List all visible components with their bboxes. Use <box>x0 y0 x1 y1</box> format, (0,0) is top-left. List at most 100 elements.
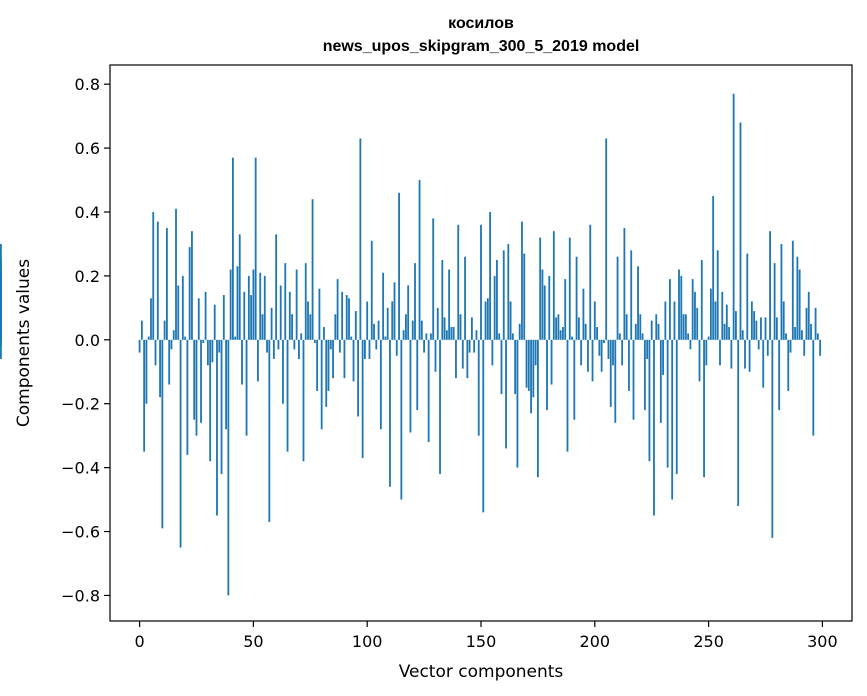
bar-142 <box>461 339 464 369</box>
bar-185 <box>559 330 562 340</box>
bar-125 <box>423 339 426 353</box>
bar-270 <box>753 311 756 340</box>
bar-53 <box>259 272 262 340</box>
bar-106 <box>379 339 382 430</box>
y-tick-label: 0.8 <box>75 75 100 94</box>
y-tick-label: −0.8 <box>61 586 100 605</box>
x-tick-label: 200 <box>580 632 611 651</box>
bar-261 <box>732 93 735 340</box>
bar-175 <box>536 339 539 478</box>
bar-56 <box>266 339 268 353</box>
bar-281 <box>778 339 781 411</box>
bar-57 <box>268 339 271 522</box>
bar-232 <box>666 339 669 468</box>
bar-155 <box>491 339 494 366</box>
x-axis-label: Vector components <box>399 662 564 682</box>
bar-200 <box>593 301 596 340</box>
bar-299 <box>819 339 822 356</box>
bar-181 <box>550 339 553 385</box>
x-tick-label: 50 <box>243 632 263 651</box>
bar-105 <box>377 320 380 340</box>
bar-206 <box>607 339 610 359</box>
bar-214 <box>625 314 628 340</box>
bar-196 <box>584 323 587 340</box>
bar-117 <box>404 314 407 340</box>
bar-116 <box>402 330 405 340</box>
bar-278 <box>771 339 774 538</box>
bar-231 <box>664 301 667 340</box>
bar-194 <box>580 339 583 366</box>
bar-276 <box>766 339 769 356</box>
bar-65 <box>286 339 289 452</box>
bar-280 <box>775 317 778 340</box>
bar-73 <box>304 263 307 340</box>
bar-242 <box>689 339 692 350</box>
bar-164 <box>511 333 514 340</box>
bar-47 <box>245 339 248 436</box>
bar-80 <box>320 339 323 430</box>
bar-83 <box>327 339 330 391</box>
bar-220 <box>639 314 642 340</box>
bar-81 <box>323 327 325 340</box>
bar-109 <box>386 307 389 340</box>
bar-191 <box>573 339 576 420</box>
bar-137 <box>450 327 453 340</box>
bar-157 <box>496 259 498 340</box>
bar-286 <box>789 339 792 353</box>
bar-138 <box>452 327 455 340</box>
bar-46 <box>243 291 246 340</box>
bar-226 <box>653 339 655 516</box>
bar-215 <box>628 339 630 391</box>
bar-210 <box>616 256 619 340</box>
bar-268 <box>748 339 751 372</box>
bar-39 <box>227 339 230 596</box>
bar-248 <box>703 339 705 478</box>
bar-154 <box>489 211 492 340</box>
bar-110 <box>389 339 391 487</box>
bar-7 <box>154 339 157 366</box>
bar-28 <box>202 339 205 343</box>
bar-43 <box>236 266 239 340</box>
bar-171 <box>527 339 530 391</box>
bar-55 <box>263 275 266 340</box>
bar-198 <box>589 224 592 340</box>
bar-103 <box>373 323 375 340</box>
bar-176 <box>539 237 542 340</box>
bar-153 <box>486 298 489 340</box>
bar-256 <box>721 291 724 340</box>
bar-31 <box>209 339 212 462</box>
bar-16 <box>175 208 177 340</box>
bar-252 <box>712 196 715 340</box>
bar-152 <box>484 301 487 340</box>
bar-297 <box>814 307 817 340</box>
bar-32 <box>211 339 214 363</box>
bar-139 <box>455 339 457 379</box>
bar-277 <box>769 231 771 340</box>
bar-127 <box>427 339 430 443</box>
bar-292 <box>803 339 806 356</box>
bar-23 <box>191 231 193 340</box>
bar-225 <box>650 320 653 340</box>
y-tick-label: 0.4 <box>75 203 100 222</box>
bar-113 <box>395 339 398 356</box>
bar-212 <box>621 339 624 366</box>
bar-241 <box>687 333 690 340</box>
bar-141 <box>459 314 462 340</box>
bar-37 <box>222 295 225 340</box>
bar-13 <box>168 339 171 385</box>
bar-22 <box>188 247 191 340</box>
bar-48 <box>247 275 250 340</box>
bar-265 <box>741 330 744 340</box>
bar-11 <box>163 320 166 340</box>
bar-10 <box>161 339 164 529</box>
bar-287 <box>791 240 794 340</box>
bar-291 <box>801 330 803 340</box>
bar-118 <box>407 285 410 340</box>
bar-49 <box>250 295 253 340</box>
bar-112 <box>393 282 396 340</box>
bar-111 <box>391 301 394 340</box>
bar-140 <box>457 224 460 340</box>
bar-275 <box>764 317 767 340</box>
bar-269 <box>750 301 753 340</box>
bar-25 <box>195 339 198 436</box>
